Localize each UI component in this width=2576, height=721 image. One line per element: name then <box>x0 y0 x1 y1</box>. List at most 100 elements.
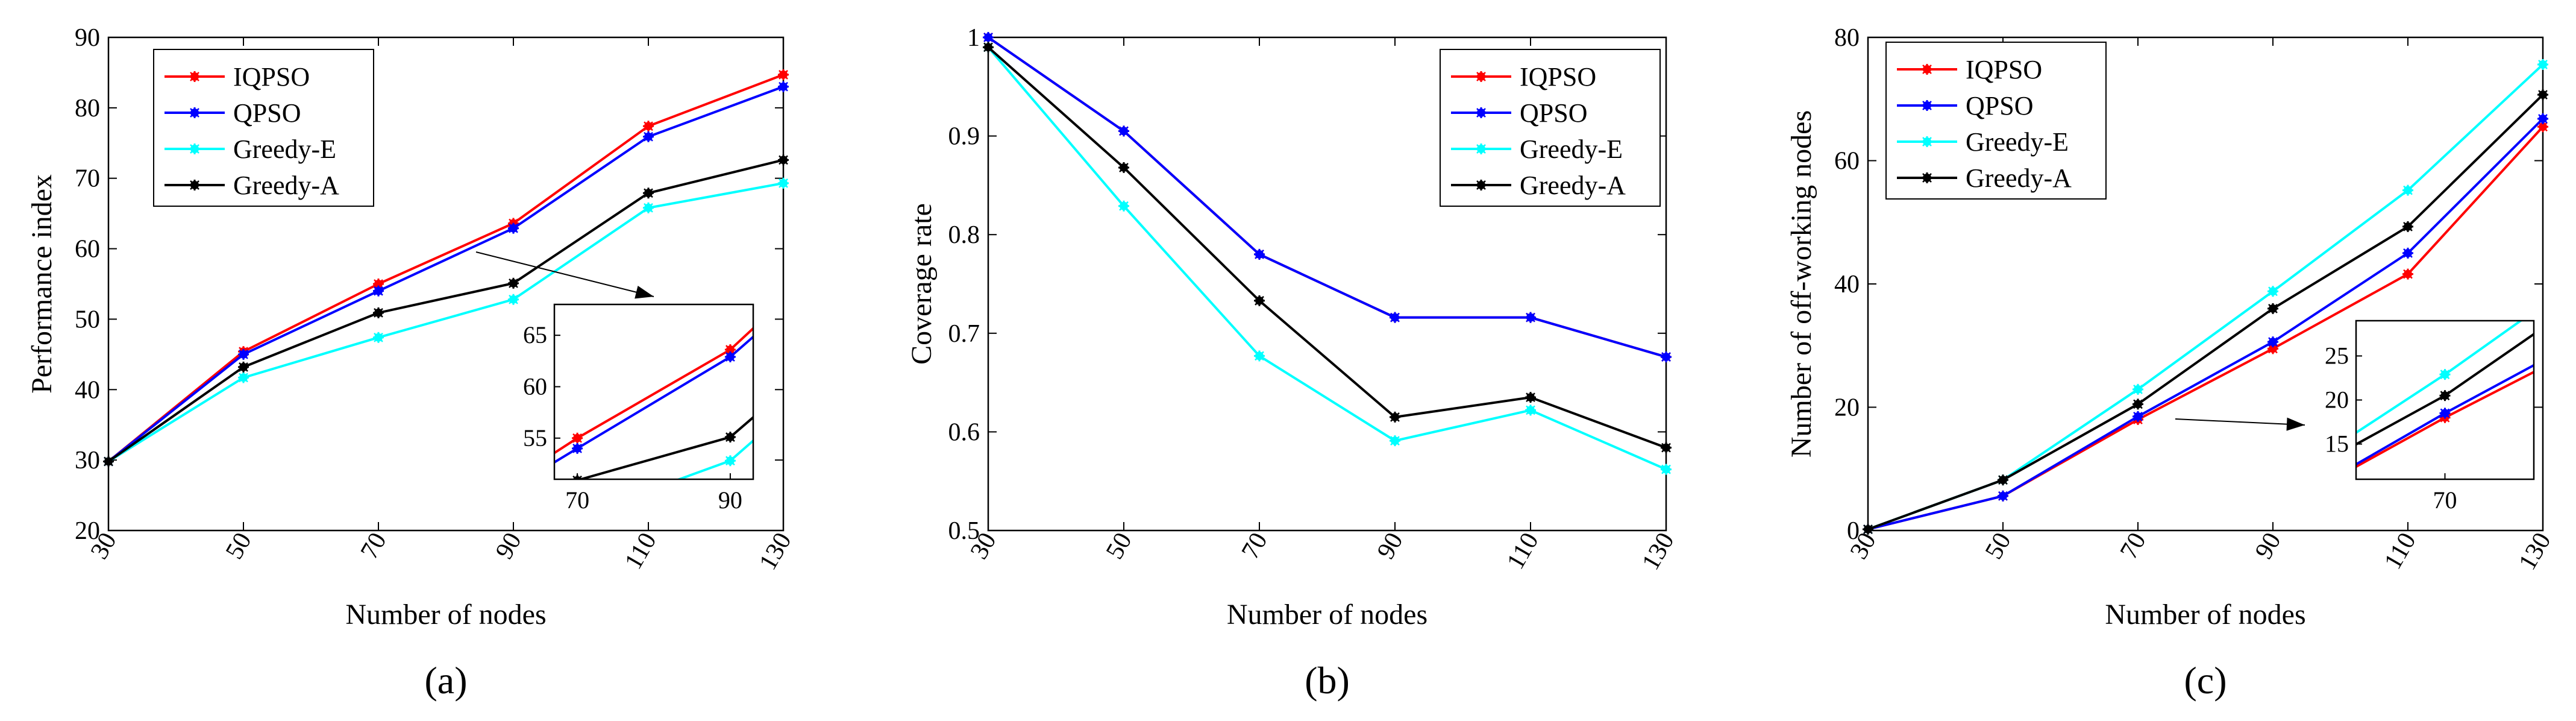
data-point-greedy-e <box>1661 464 1672 475</box>
data-point-qpso <box>1118 125 1129 137</box>
panel-label: (a) <box>424 659 467 702</box>
inset-point-qpso <box>266 692 277 703</box>
data-point-qpso <box>2133 411 2143 422</box>
inset-line-qpso <box>2356 364 2534 466</box>
x-axis-label: Number of nodes <box>1227 599 1427 631</box>
y-tick-label: 40 <box>1834 271 1860 298</box>
y-tick-label: 0.8 <box>948 221 980 249</box>
data-point-greedy-e <box>2537 58 2548 70</box>
x-tick-label: 50 <box>1980 528 2017 564</box>
data-point-qpso <box>2267 336 2278 348</box>
y-tick-label: 0.7 <box>948 320 980 348</box>
y-tick-label: 80 <box>75 95 100 122</box>
x-tick-label: 110 <box>1502 528 1544 574</box>
data-point-qpso <box>2402 247 2413 259</box>
y-tick-label: 60 <box>1834 148 1860 175</box>
inset-y-tick-label: 55 <box>523 424 547 452</box>
legend-marker <box>1476 107 1487 118</box>
inset-point-qpso <box>419 535 430 546</box>
y-tick-label: 60 <box>75 236 100 263</box>
y-tick-label: 20 <box>75 517 100 545</box>
inset-line-qpso <box>554 335 753 464</box>
data-point-greedy-a <box>373 307 384 318</box>
legend-label: Greedy-E <box>1520 134 1623 164</box>
legend-label: IQPSO <box>233 62 310 92</box>
y-axis-label: Coverage rate <box>906 203 938 365</box>
data-point-greedy-e <box>508 294 519 305</box>
series-line-qpso <box>1867 118 2544 531</box>
inset-point-greedy-a <box>266 692 277 703</box>
inset-plot-area <box>266 218 889 703</box>
data-point-greedy-a <box>1254 295 1265 306</box>
legend-label: IQPSO <box>1966 55 2042 84</box>
series-line-greedy-a <box>987 46 1667 449</box>
data-point-qpso <box>1390 312 1400 323</box>
data-point-greedy-e <box>1390 435 1400 447</box>
data-point-greedy-e <box>1525 405 1536 416</box>
inset-line-greedy-a <box>577 415 753 479</box>
data-point-greedy-e <box>2133 383 2143 395</box>
zoom-arrow-head <box>635 286 654 299</box>
x-tick-label: 50 <box>1101 528 1138 564</box>
inset-point-greedy-a <box>419 554 430 565</box>
data-point-greedy-a <box>1661 442 1672 453</box>
inset-line-greedy-a <box>2356 332 2534 446</box>
data-point-iqpso <box>778 69 789 80</box>
x-tick-label: 90 <box>490 528 527 564</box>
x-tick-label: 110 <box>2379 528 2422 574</box>
data-point-greedy-a <box>1525 392 1536 403</box>
data-point-greedy-a <box>508 277 519 289</box>
data-point-greedy-e <box>2267 286 2278 297</box>
inset-point-iqpso <box>266 692 277 703</box>
panel-label: (c) <box>2184 659 2227 702</box>
x-tick-label: 50 <box>221 528 257 564</box>
data-point-greedy-a <box>1390 411 1400 423</box>
x-axis-label: Number of nodes <box>2105 599 2305 631</box>
inset-point-greedy-e <box>878 322 889 333</box>
data-point-qpso <box>643 131 654 142</box>
data-point-iqpso <box>2537 121 2548 133</box>
inset-point-greedy-a <box>2439 390 2451 401</box>
inset-plot-area <box>2045 321 2534 580</box>
inset-line-iqpso <box>2356 370 2534 468</box>
zoom-inset: 55 60 65 70 90 <box>266 218 889 703</box>
data-point-greedy-a <box>2267 303 2278 314</box>
legend-marker <box>189 107 200 118</box>
data-point-greedy-e <box>238 372 249 383</box>
data-point-greedy-a <box>2402 221 2413 232</box>
legend-marker <box>1476 180 1487 190</box>
legend-label: Greedy-A <box>233 171 339 200</box>
inset-point-greedy-e <box>266 692 277 703</box>
legend-marker <box>1922 64 1932 75</box>
y-tick-label: 30 <box>75 447 100 474</box>
legend-label: Greedy-E <box>233 134 336 164</box>
inset-x-tick-label: 90 <box>718 486 742 514</box>
data-point-qpso <box>1525 312 1536 323</box>
legend: IQPSO QPSO Greedy-E Greedy-A <box>1440 49 1661 207</box>
data-point-greedy-a <box>1863 523 1873 535</box>
zoom-arrow-head <box>2286 417 2305 431</box>
inset-point-greedy-e <box>2045 569 2055 580</box>
inset-point-qpso <box>878 218 889 228</box>
x-tick-label: 90 <box>1372 528 1409 564</box>
data-point-iqpso <box>2402 268 2413 280</box>
data-point-qpso <box>1661 351 1672 363</box>
data-point-qpso <box>373 285 384 297</box>
legend-marker <box>1922 136 1932 147</box>
x-tick-label: 130 <box>754 528 797 575</box>
legend-marker <box>189 71 200 82</box>
inset-point-greedy-a <box>724 432 736 443</box>
data-point-greedy-a <box>238 361 249 373</box>
data-point-iqpso <box>643 121 654 132</box>
plot-frame <box>987 36 1667 532</box>
x-tick-label: 90 <box>2250 528 2287 564</box>
inset-y-tick-label: 25 <box>2325 342 2349 369</box>
data-point-greedy-a <box>2133 398 2143 410</box>
y-tick-label: 90 <box>75 24 100 52</box>
series-line-iqpso <box>107 74 784 463</box>
inset-x-tick-label: 70 <box>2433 486 2457 514</box>
data-point-greedy-e <box>373 332 384 343</box>
